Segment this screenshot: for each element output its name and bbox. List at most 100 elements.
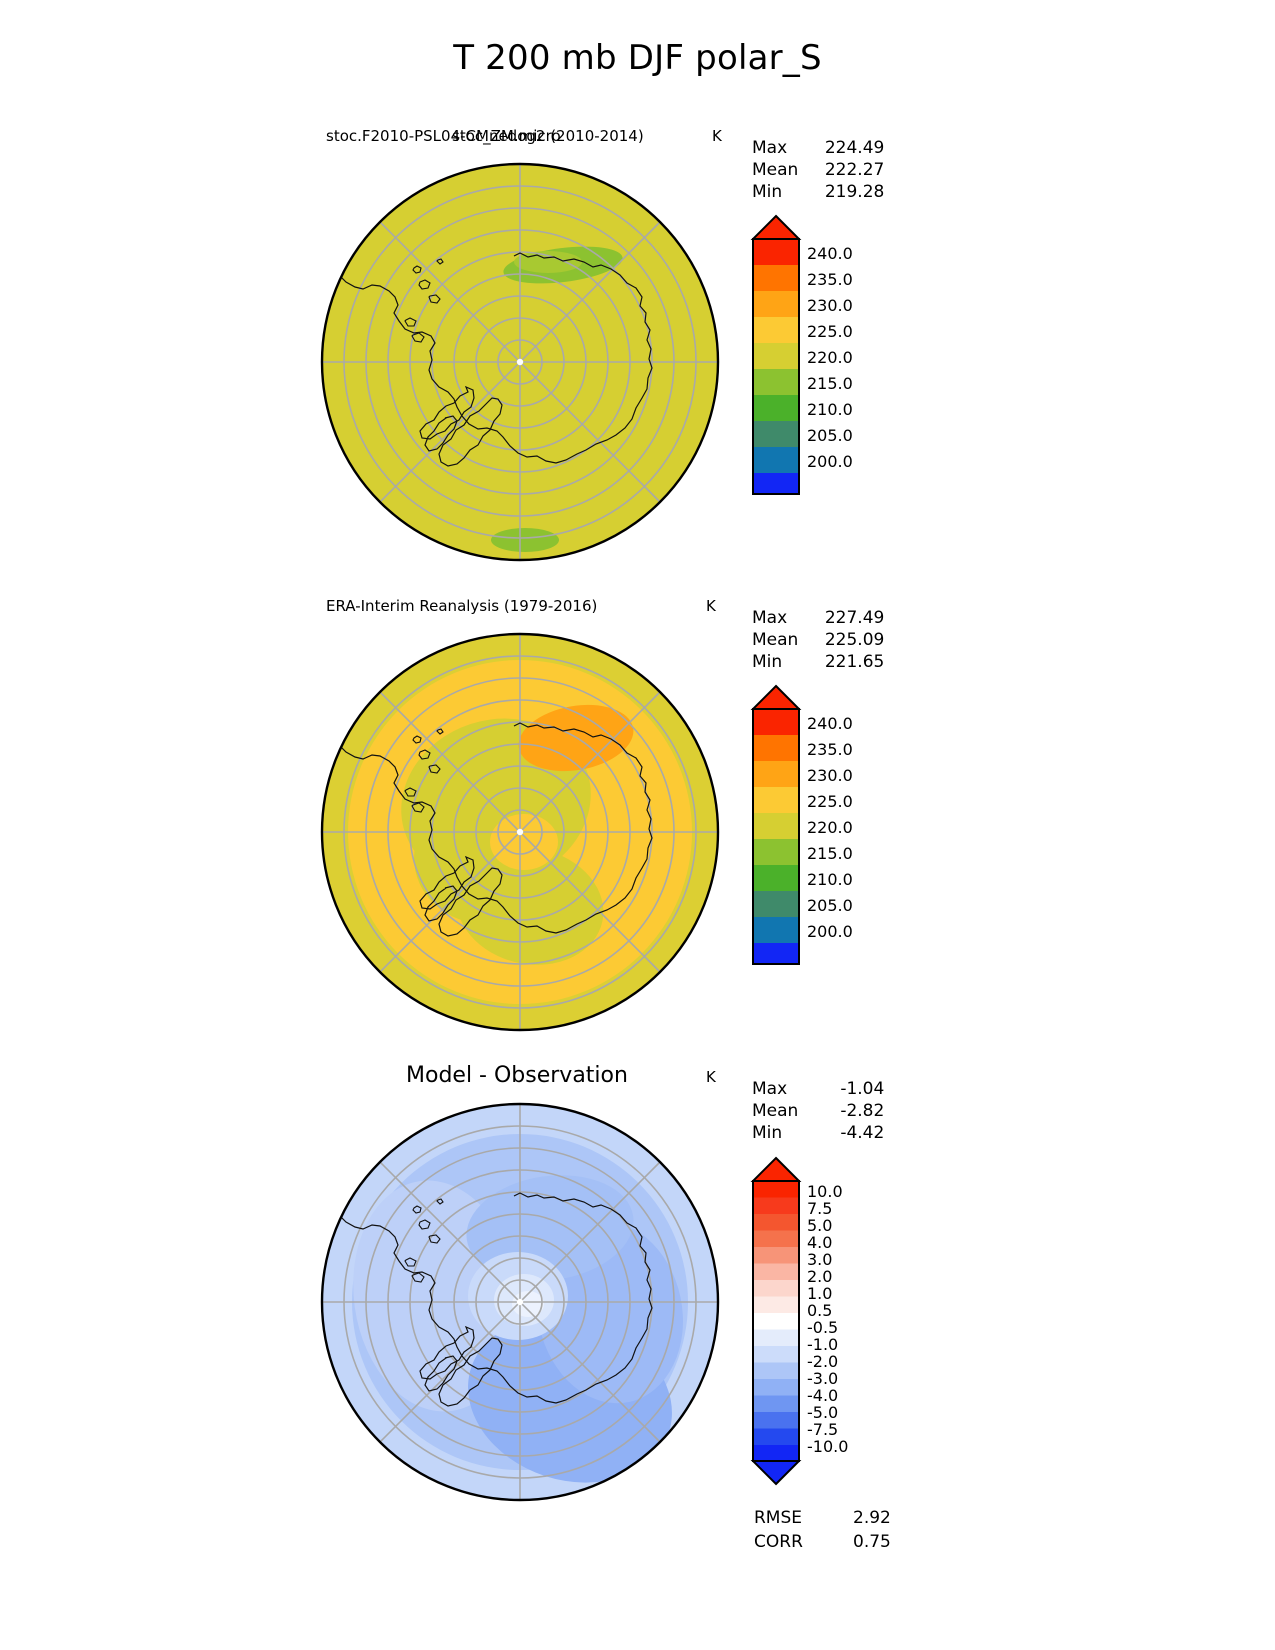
panel-model-overlay-title: stoc_ZM.micro <box>452 127 561 145</box>
swatch-4 <box>753 813 799 839</box>
colorbar-tick: 225.0 <box>807 792 853 811</box>
colorbar-tick: -10.0 <box>807 1437 849 1456</box>
stat-value: 224.49 <box>824 138 885 158</box>
colorbar-tick: -3.0 <box>807 1369 839 1388</box>
swatch-4 <box>753 1247 799 1264</box>
colorbar-tick: 230.0 <box>807 296 853 315</box>
swatch-9 <box>753 943 799 964</box>
stat-row: Min 219.28 <box>752 181 884 203</box>
swatch-3 <box>753 1230 799 1247</box>
stat-label: Max <box>752 608 788 628</box>
colorbar-observation-labels: 240.0 235.0 230.0 225.0 220.0 215.0 210.… <box>807 684 897 966</box>
swatch-4 <box>753 343 799 369</box>
colorbar-cap-top <box>750 1156 802 1182</box>
swatch-10 <box>753 1346 799 1363</box>
stat-label: Max <box>752 138 788 158</box>
stat-label: Mean <box>752 630 799 650</box>
stat-row: Mean 222.27 <box>752 159 884 181</box>
score-value: 2.92 <box>853 1508 891 1528</box>
colorbar-swatches <box>750 684 802 965</box>
colorbar-tick: 205.0 <box>807 426 853 445</box>
colorbar-tick: 10.0 <box>807 1182 843 1201</box>
colorbar-cap-top <box>750 684 802 710</box>
colorbar-tick: -5.0 <box>807 1403 839 1422</box>
fill-band-215-220-b <box>491 528 559 552</box>
pole-marker <box>516 358 524 366</box>
swatch-0 <box>753 709 799 735</box>
colorbar-tick: 235.0 <box>807 270 853 289</box>
polar-map-model-svg <box>320 162 720 562</box>
panel-observation-unit: K <box>706 597 716 615</box>
map-border <box>320 162 720 562</box>
stat-label: Mean <box>752 1101 799 1121</box>
colorbar-tick: 200.0 <box>807 452 853 471</box>
stat-row: Max 224.49 <box>752 137 884 159</box>
score-row: RMSE 2.92 <box>754 1507 891 1529</box>
swatch-8 <box>753 917 799 943</box>
stat-value: 222.27 <box>824 160 885 180</box>
colorbar-tick: 220.0 <box>807 348 853 367</box>
stat-value: -1.04 <box>840 1079 885 1099</box>
stat-row: Min 221.65 <box>752 651 884 673</box>
colorbar-tick: -2.0 <box>807 1352 839 1371</box>
panel-difference-stats: Max -1.04 Mean -2.82 Min -4.42 <box>752 1078 884 1144</box>
swatch-1 <box>753 1197 799 1214</box>
colorbar-tick: 205.0 <box>807 896 853 915</box>
colorbar-model-svg <box>750 214 802 495</box>
polar-map-observation <box>318 630 722 1034</box>
swatch-6 <box>753 865 799 891</box>
polar-map-difference <box>318 1100 722 1504</box>
colorbar-swatches <box>750 214 802 495</box>
swatch-2 <box>753 1214 799 1231</box>
swatch-8 <box>753 447 799 473</box>
swatch-2 <box>753 291 799 317</box>
polar-map-model <box>318 160 722 564</box>
fill-band-220-225-c <box>456 847 604 965</box>
stat-value: 227.49 <box>824 608 885 628</box>
stat-row: Mean 225.09 <box>752 629 884 651</box>
panel-model-stats: Max 224.49 Mean 222.27 Min 219.28 <box>752 137 884 203</box>
swatch-6 <box>753 1280 799 1297</box>
swatch-5 <box>753 369 799 395</box>
colorbar-tick: 230.0 <box>807 766 853 785</box>
stat-label: Min <box>752 652 783 672</box>
colorbar-model <box>750 214 802 496</box>
antarctica-islands <box>404 1198 444 1283</box>
score-label: CORR <box>754 1532 803 1552</box>
panel-model-unit: K <box>712 127 722 145</box>
panel-observation-title: ERA-Interim Reanalysis (1979-2016) <box>326 597 598 615</box>
pole-marker <box>516 1298 524 1306</box>
stat-row: Max 227.49 <box>752 607 884 629</box>
colorbar-tick: 0.5 <box>807 1301 833 1320</box>
colorbar-tick: -4.0 <box>807 1386 839 1405</box>
colorbar-observation <box>750 684 802 966</box>
page-title: T 200 mb DJF polar_S <box>453 38 822 78</box>
colorbar-difference <box>750 1156 802 1486</box>
swatch-2 <box>753 761 799 787</box>
antarctica-islands <box>404 728 444 813</box>
colorbar-tick: 1.0 <box>807 1284 833 1303</box>
antarctica-islands <box>404 258 444 343</box>
colorbar-tick: 7.5 <box>807 1199 833 1218</box>
swatch-11 <box>753 1362 799 1379</box>
stat-value: -2.82 <box>840 1101 885 1121</box>
colorbar-tick: 240.0 <box>807 714 853 733</box>
stat-value: 219.28 <box>824 182 885 202</box>
panel-model-title: stoc.F2010-PSL04-CMnedog2 (2010-2014) <box>326 127 644 145</box>
swatch-7 <box>753 1296 799 1313</box>
swatch-9 <box>753 1329 799 1346</box>
stat-value: 225.09 <box>824 630 885 650</box>
score-label: RMSE <box>754 1508 803 1528</box>
score-value: 0.75 <box>853 1532 891 1552</box>
colorbar-tick: 240.0 <box>807 244 853 263</box>
swatch-0 <box>753 239 799 265</box>
stat-value: 221.65 <box>824 652 885 672</box>
colorbar-tick: 235.0 <box>807 740 853 759</box>
swatch-9 <box>753 473 799 494</box>
swatch-0 <box>753 1181 799 1198</box>
swatch-12 <box>753 1379 799 1396</box>
colorbar-tick: -0.5 <box>807 1318 839 1337</box>
swatch-13 <box>753 1395 799 1412</box>
swatch-3 <box>753 787 799 813</box>
colorbar-tick: -7.5 <box>807 1420 839 1439</box>
